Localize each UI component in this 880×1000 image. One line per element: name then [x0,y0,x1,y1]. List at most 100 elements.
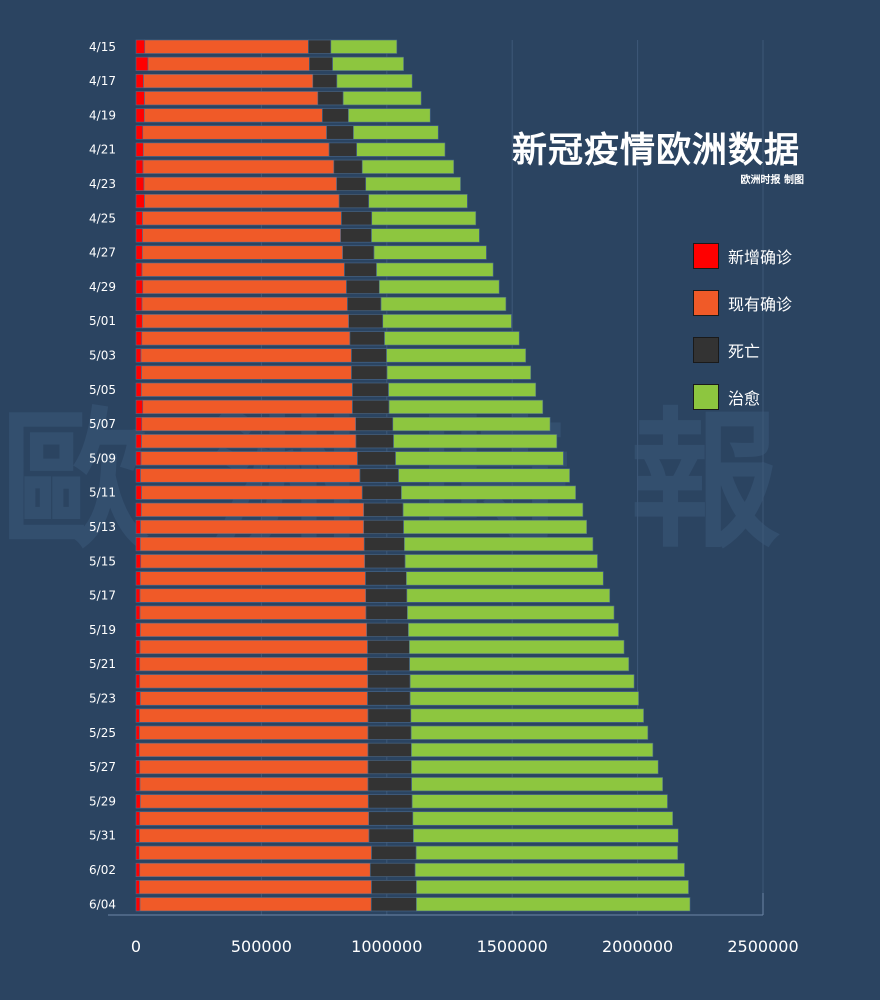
bar-segment-recovered [412,811,674,826]
bar-segment-new-confirmed [135,142,144,157]
bar-segment-deaths [367,708,412,723]
bar-segment-recovered [376,262,494,277]
bar-segment-active-confirmed [139,811,370,826]
bar-segment-deaths [363,537,405,552]
y-tick-label: 5/19 [89,623,116,637]
legend-label: 现有确诊 [728,295,793,314]
bar-segment-active-confirmed [141,485,363,500]
bar-segment-active-confirmed [141,434,357,449]
bar-segment-new-confirmed [135,554,142,569]
bar-segment-active-confirmed [141,314,349,329]
bar-segment-deaths [355,434,394,449]
bar-segment-new-confirmed [135,862,141,878]
bar-segment-active-confirmed [139,657,368,672]
bar-segment-new-confirmed [135,880,140,895]
legend-label: 新增确诊 [728,248,793,267]
legend-item-deaths: 死亡 [693,335,792,365]
bar-segment-deaths [370,897,417,912]
bar-segment-new-confirmed [135,725,140,740]
bar-segment-recovered [395,451,564,466]
bar-segment-deaths [359,468,399,483]
bar-segment-deaths [341,211,373,226]
bar-segment-deaths [333,159,363,174]
y-tick-label: 5/27 [89,760,116,774]
bar-segment-active-confirmed [144,194,340,209]
bar-segment-recovered [398,468,570,483]
x-tick-label: 2000000 [602,937,673,956]
bar-segment-recovered [411,742,654,757]
bar-segment-active-confirmed [141,365,352,380]
bar-segment-new-confirmed [135,794,141,809]
bar-segment-deaths [367,657,410,672]
bar-segment-new-confirmed [135,708,140,723]
y-tick-label: 4/17 [89,74,116,88]
bar-segment-deaths [367,742,412,757]
bar-segment-deaths [368,828,414,843]
bar-segment-deaths [317,91,344,106]
bar-segment-recovered [365,176,461,191]
bar-segment-active-confirmed [138,845,372,860]
y-tick-label: 6/04 [89,897,116,911]
bar-segment-deaths [309,56,333,71]
bar-segment-deaths [367,759,412,775]
bar-segment-new-confirmed [135,588,141,603]
bar-segment-active-confirmed [139,639,368,655]
bar-segment-recovered [373,245,487,260]
bar-segment-deaths [344,262,377,277]
bar-segment-new-confirmed [135,91,145,106]
bar-segment-deaths [367,794,413,809]
bar-segment-active-confirmed [139,880,372,895]
bar-segment-deaths [351,365,388,380]
bar-segment-recovered [402,502,584,517]
bar-segment-recovered [416,897,691,912]
bar-segment-recovered [332,56,404,71]
bar-segment-active-confirmed [141,245,343,260]
bar-segment-active-confirmed [142,228,341,243]
bar-segment-new-confirmed [135,571,141,586]
legend-label: 死亡 [728,342,761,361]
bar-segment-active-confirmed [139,622,368,637]
bar-segment-recovered [411,759,659,775]
bar-segment-deaths [338,194,370,209]
bar-segment-recovered [409,639,625,655]
bar-segment-recovered [409,674,635,689]
bar-segment-active-confirmed [139,537,365,552]
y-tick-label: 5/03 [89,348,116,362]
bar-segment-deaths [364,554,406,569]
bar-segment-active-confirmed [141,262,345,277]
bar-segment-new-confirmed [135,194,145,209]
bar-segment-active-confirmed [140,382,353,397]
bar-segment-deaths [363,502,404,517]
legend-item-recovered: 治愈 [693,382,792,412]
bar-segment-active-confirmed [143,74,314,89]
bar-segment-deaths [368,811,414,826]
bar-segment-new-confirmed [135,691,141,706]
bar-segment-recovered [386,365,532,380]
y-tick-label: 5/31 [89,829,116,843]
bar-segment-recovered [393,434,558,449]
y-tick-label: 4/19 [89,108,116,122]
bar-segment-new-confirmed [135,56,149,71]
y-tick-label: 5/05 [89,383,116,397]
bar-segment-deaths [365,571,407,586]
bar-segment-recovered [410,725,649,740]
bar-segment-new-confirmed [135,279,144,294]
bar-segment-new-confirmed [135,777,141,792]
bar-segment-recovered [348,108,431,123]
y-tick-label: 5/07 [89,417,116,431]
x-tick-label: 500000 [231,937,292,956]
bar-segment-new-confirmed [135,125,144,140]
bar-segment-new-confirmed [135,605,141,620]
bar-segment-new-confirmed [135,828,140,843]
bar-segment-new-confirmed [135,108,145,123]
bar-segment-deaths [307,39,332,54]
bar-segment-deaths [365,605,408,620]
bar-segment-new-confirmed [135,537,141,552]
bar-segment-deaths [367,691,411,706]
bar-segment-recovered [380,296,507,312]
x-tick-label: 0 [131,937,141,956]
y-tick-label: 4/29 [89,280,116,294]
bar-segment-deaths [363,519,404,535]
bar-segment-recovered [404,537,594,552]
bar-segment-new-confirmed [135,228,143,243]
